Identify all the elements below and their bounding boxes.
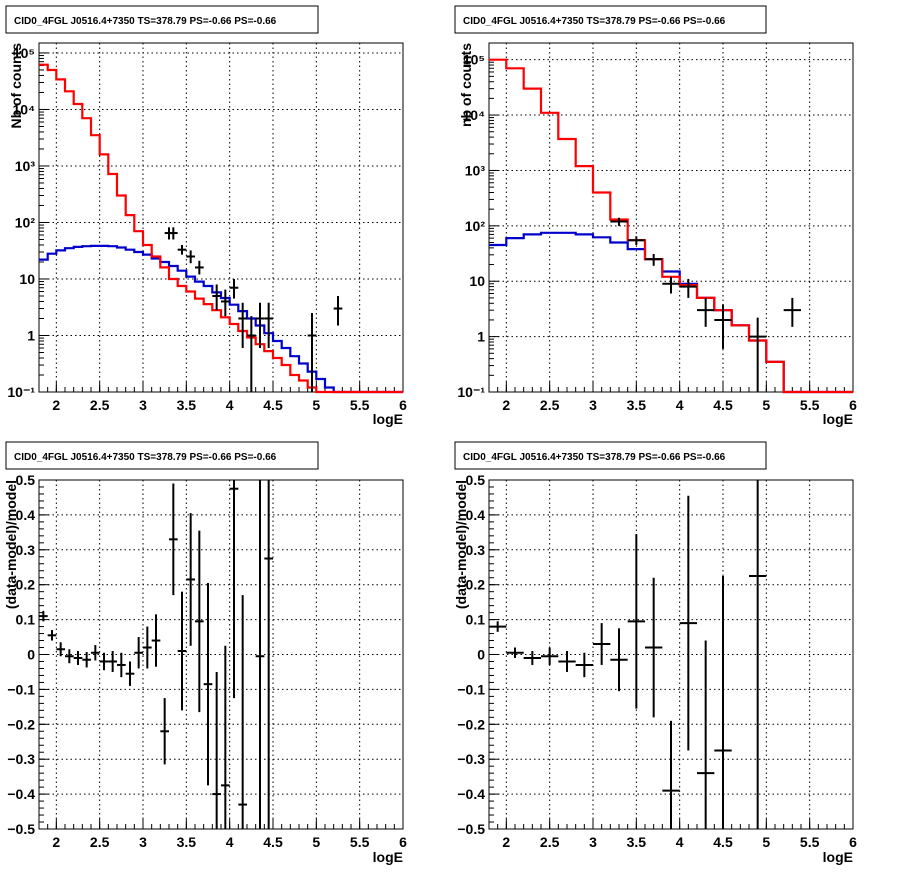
y-tick-label: 10³ <box>465 162 486 178</box>
y-tick-label: 10⁻¹ <box>7 384 35 400</box>
y-tick-label: −0.4 <box>457 786 485 802</box>
x-tick-label: 2.5 <box>90 834 110 850</box>
x-tick-label: 2 <box>52 834 60 850</box>
y-tick-label: 10³ <box>15 158 36 174</box>
panel-3-ylabel: (data-model)/model <box>3 480 19 609</box>
panel-4-ylabel: (data-model)/model <box>453 480 469 609</box>
y-tick-label: −0.5 <box>457 821 485 837</box>
y-tick-label: −0.5 <box>7 821 35 837</box>
y-tick-label: 0.5 <box>466 472 486 488</box>
y-tick-label: −0.3 <box>457 751 485 767</box>
total-histogram <box>39 63 403 394</box>
panel-4-xlabel: logE <box>823 849 853 865</box>
x-tick-label: 5.5 <box>350 397 370 413</box>
panel-1-title-box <box>5 5 319 34</box>
y-tick-label: −0.1 <box>7 681 35 697</box>
x-tick-label: 4 <box>676 397 684 413</box>
y-tick-label: 0.2 <box>466 577 486 593</box>
panel-2-title-box <box>454 5 767 34</box>
y-tick-label: −0.2 <box>457 716 485 732</box>
y-tick-label: 0.2 <box>16 577 36 593</box>
y-tick-label: −0.2 <box>7 716 35 732</box>
panel-2-xlabel: logE <box>823 411 853 427</box>
panel-1-title: CID0_4FGL J0516.4+7350 TS=378.79 PS=-0.6… <box>14 16 277 27</box>
y-tick-label: 10² <box>15 214 36 230</box>
x-tick-label: 3.5 <box>177 397 197 413</box>
y-tick-label: 10⁻¹ <box>457 384 485 400</box>
panel-3-title-box <box>5 441 319 470</box>
x-tick-label: 3.5 <box>627 834 647 850</box>
x-tick-label: 2.5 <box>90 397 110 413</box>
y-tick-label: 0 <box>27 647 35 663</box>
x-tick-label: 4 <box>226 834 234 850</box>
x-tick-label: 6 <box>399 834 407 850</box>
panel-1-xlabel: logE <box>373 411 403 427</box>
x-tick-label: 4 <box>226 397 234 413</box>
x-tick-label: 6 <box>849 397 857 413</box>
panel-residual-coarse: CID0_4FGL J0516.4+7350 TS=378.79 PS=-0.6… <box>453 441 857 865</box>
y-tick-label: 10⁴ <box>463 107 486 123</box>
x-tick-label: 3.5 <box>627 397 647 413</box>
panel-counts-fine: CID0_4FGL J0516.4+7350 TS=378.79 PS=-0.6… <box>5 5 407 427</box>
model-histogram <box>489 231 853 394</box>
x-tick-label: 5 <box>762 397 770 413</box>
x-tick-label: 2.5 <box>540 834 560 850</box>
y-tick-label: 0 <box>477 647 485 663</box>
x-tick-label: 5 <box>312 834 320 850</box>
panel-3-title: CID0_4FGL J0516.4+7350 TS=378.79 PS=-0.6… <box>14 452 277 463</box>
x-tick-label: 2 <box>52 397 60 413</box>
y-tick-label: 0.5 <box>16 472 36 488</box>
y-tick-label: 0.1 <box>466 612 486 628</box>
y-tick-label: 10 <box>19 271 35 287</box>
y-tick-label: 0.3 <box>16 542 36 558</box>
x-tick-label: 5.5 <box>350 834 370 850</box>
x-tick-label: 3.5 <box>177 834 197 850</box>
y-tick-label: 10² <box>465 218 486 234</box>
y-tick-label: 1 <box>477 329 485 345</box>
x-tick-label: 6 <box>399 397 407 413</box>
y-tick-label: 10 <box>469 273 485 289</box>
y-tick-label: 10⁵ <box>463 52 485 68</box>
panel-2-frame <box>488 42 854 393</box>
x-tick-label: 3 <box>139 834 147 850</box>
x-tick-label: 4 <box>676 834 684 850</box>
y-tick-label: 1 <box>27 327 35 343</box>
x-tick-label: 4.5 <box>713 834 733 850</box>
panel-4-title: CID0_4FGL J0516.4+7350 TS=378.79 PS=-0.6… <box>463 452 726 463</box>
y-tick-label: −0.3 <box>7 751 35 767</box>
x-tick-label: 2 <box>502 834 510 850</box>
y-tick-label: −0.1 <box>457 681 485 697</box>
y-tick-label: 0.4 <box>16 507 36 523</box>
panel-2-title: CID0_4FGL J0516.4+7350 TS=378.79 PS=-0.6… <box>463 16 726 27</box>
x-tick-label: 2 <box>502 397 510 413</box>
y-tick-label: 10⁵ <box>13 45 35 61</box>
panel-1-ylabel: Nb of counts <box>8 43 24 129</box>
panel-4-title-box <box>454 441 767 470</box>
x-tick-label: 4.5 <box>263 834 283 850</box>
panel-counts-coarse: CID0_4FGL J0516.4+7350 TS=378.79 PS=-0.6… <box>454 5 857 427</box>
x-tick-label: 4.5 <box>713 397 733 413</box>
panel-2-ylabel: nb of counts <box>458 43 474 127</box>
x-tick-label: 4.5 <box>263 397 283 413</box>
panel-3-xlabel: logE <box>373 849 403 865</box>
panel-residual-fine: CID0_4FGL J0516.4+7350 TS=378.79 PS=-0.6… <box>3 441 407 865</box>
x-tick-label: 3 <box>589 397 597 413</box>
x-tick-label: 3 <box>589 834 597 850</box>
y-tick-label: 0.1 <box>16 612 36 628</box>
x-tick-label: 3 <box>139 397 147 413</box>
y-tick-label: 0.4 <box>466 507 486 523</box>
panel-1-frame <box>38 42 404 393</box>
y-tick-label: −0.4 <box>7 786 35 802</box>
x-tick-label: 5.5 <box>800 397 820 413</box>
x-tick-label: 6 <box>849 834 857 850</box>
x-tick-label: 5 <box>312 397 320 413</box>
y-tick-label: 0.3 <box>466 542 486 558</box>
model-histogram <box>39 244 403 394</box>
x-tick-label: 2.5 <box>540 397 560 413</box>
y-tick-label: 10⁴ <box>13 101 36 117</box>
x-tick-label: 5.5 <box>800 834 820 850</box>
x-tick-label: 5 <box>762 834 770 850</box>
